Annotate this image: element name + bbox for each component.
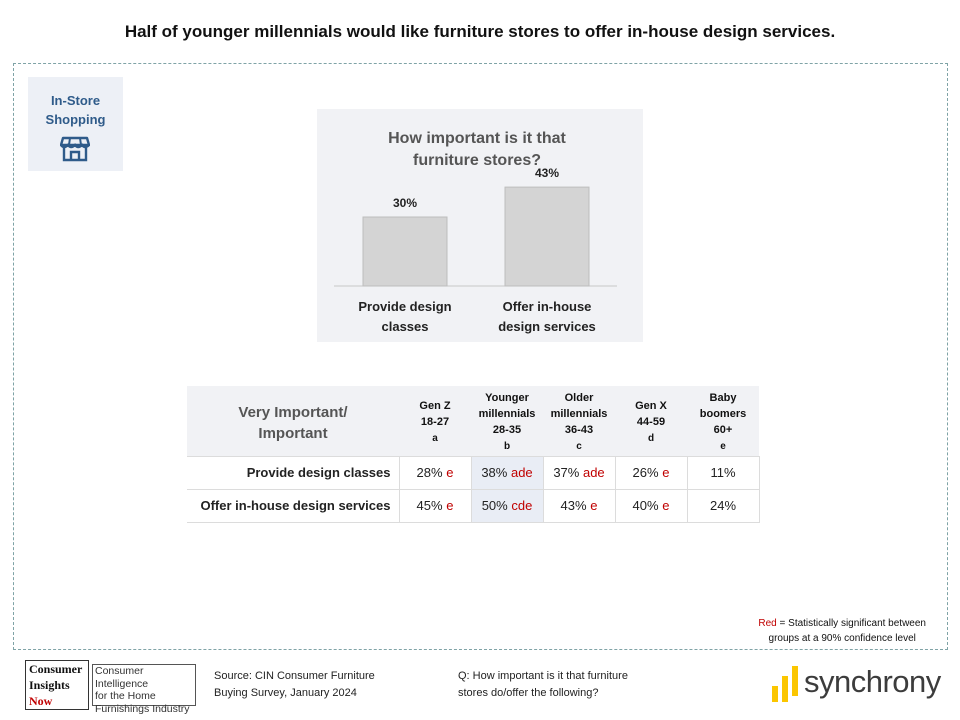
column-header-line: boomers <box>699 408 747 421</box>
column-header-gen-x: Gen X 44-59 d <box>615 386 687 456</box>
table-row: Provide design classes 28% e 38% ade 37% ad… <box>187 455 760 490</box>
significance-letters: e <box>662 498 670 513</box>
table-cell: 11% <box>686 455 760 490</box>
column-header-line: 60+ <box>713 424 733 437</box>
bar-1 <box>504 186 590 287</box>
category-label-0-1: classes <box>382 319 429 334</box>
cell-value: 45% <box>416 498 443 513</box>
column-header-line: millennials <box>478 408 536 421</box>
significance-letters: e <box>446 498 454 513</box>
legend-text-line2: groups at a 90% confidence level <box>768 633 916 644</box>
column-header-younger-millennials: Younger millennials 28-35 b <box>471 386 543 456</box>
significance-legend: Red = Statistically significant between … <box>758 616 926 646</box>
cell-value: 28% <box>416 465 443 480</box>
question-header: Very Important/ Important <box>187 386 399 456</box>
table-body: Provide design classes 28% e 38% ade 37% ad… <box>187 455 760 523</box>
column-header-gen-z: Gen Z 18-27 a <box>399 386 471 456</box>
column-letter: a <box>432 433 438 445</box>
column-header-line: millennials <box>550 408 608 421</box>
significance-letters: ade <box>582 465 605 480</box>
column-letter: d <box>647 433 655 445</box>
cell-value: 26% <box>632 465 659 480</box>
legend-text-line1: = Statistically significant between <box>776 618 926 629</box>
table-row: Offer in-house design services 45% e 50% c… <box>187 488 760 523</box>
cin-logo-description: Consumer Intelligence for the Home Furni… <box>92 664 196 715</box>
cell-value: 37% <box>553 465 580 480</box>
category-label-1-0: Offer in-house <box>503 299 592 314</box>
badge-label: In-Store Shopping <box>45 93 106 127</box>
category-label-1-1: design services <box>498 319 596 334</box>
question-note: Q: How important is it that furniture st… <box>458 670 628 699</box>
column-letter: b <box>503 441 511 453</box>
table-cell: 43% e <box>542 488 616 523</box>
significance-letters: e <box>662 465 670 480</box>
significance-letters: e <box>590 498 598 513</box>
bar-group: 30% Provide design classes 43% Offer in-hous… <box>358 166 595 334</box>
synchrony-logo-text: synchrony <box>804 664 941 699</box>
cell-value: 11% <box>710 465 736 480</box>
row-label: Provide design classes <box>187 455 400 490</box>
content-frame <box>13 63 948 650</box>
table-header-row: Very Important/ Important Gen Z 18-27 a Yo… <box>187 386 759 456</box>
column-letter: c <box>576 441 582 453</box>
category-label-0-0: Provide design <box>358 299 451 314</box>
column-letter: e <box>720 441 726 453</box>
column-header-line: Younger <box>485 392 529 405</box>
table-cell: 50% cde <box>470 488 544 523</box>
cin-logo-mark: Consumer Insights Now <box>25 660 89 710</box>
bar-0 <box>362 216 448 287</box>
row-label: Offer in-house design services <box>187 488 400 523</box>
bar-chart-panel: How important is it that furniture store… <box>317 109 643 342</box>
source-note: Source: CIN Consumer Furniture Buying Su… <box>214 670 375 699</box>
legend-red-word: Red <box>758 618 777 629</box>
column-header-baby-boomers: Baby boomers 60+ e <box>687 386 759 456</box>
significance-letters: ade <box>510 465 533 480</box>
column-header-line: 44-59 <box>636 416 666 429</box>
cell-value: 40% <box>632 498 659 513</box>
chart-title-line2: furniture stores? <box>413 152 541 169</box>
chart-title-line1: How important is it that <box>388 130 566 147</box>
cin-logo: Consumer Insights Now Consumer Intellige… <box>25 660 196 715</box>
synchrony-logo-mark <box>772 666 798 702</box>
table-cell: 26% e <box>614 455 688 490</box>
column-header-line: 28-35 <box>492 424 522 437</box>
column-header-line: Baby <box>709 392 737 405</box>
data-label-1: 43% <box>535 166 559 180</box>
column-header-line: Gen Z <box>419 400 451 413</box>
significance-letters: cde <box>511 498 533 513</box>
cell-value: 24% <box>709 498 737 513</box>
cell-value: 38% <box>481 465 508 480</box>
column-header-line: 36-43 <box>564 424 594 437</box>
in-store-shopping-badge: In-Store Shopping <box>28 77 123 171</box>
significance-letters: e <box>446 465 454 480</box>
significance-table: Very Important/ Important Gen Z 18-27 a Yo… <box>187 386 760 523</box>
cell-value: 43% <box>560 498 587 513</box>
table-cell: 40% e <box>614 488 688 523</box>
table-cell: 38% ade <box>470 455 544 490</box>
page-title: Half of younger millennials would like f… <box>124 22 836 41</box>
cell-value: 50% <box>481 498 508 513</box>
column-header-line: Gen X <box>635 400 667 413</box>
bar-chart: How important is it that furniture store… <box>334 130 617 334</box>
data-label-0: 30% <box>393 196 417 210</box>
table-cell: 37% ade <box>542 455 616 490</box>
column-header-older-millennials: Older millennials 36-43 c <box>543 386 615 456</box>
table-cell: 45% e <box>398 488 472 523</box>
storefront-icon <box>60 136 90 162</box>
table-cell: 28% e <box>398 455 472 490</box>
table-cell: 24% <box>686 488 760 523</box>
column-header-line: Older <box>564 392 594 405</box>
column-header-line: 18-27 <box>420 416 450 429</box>
